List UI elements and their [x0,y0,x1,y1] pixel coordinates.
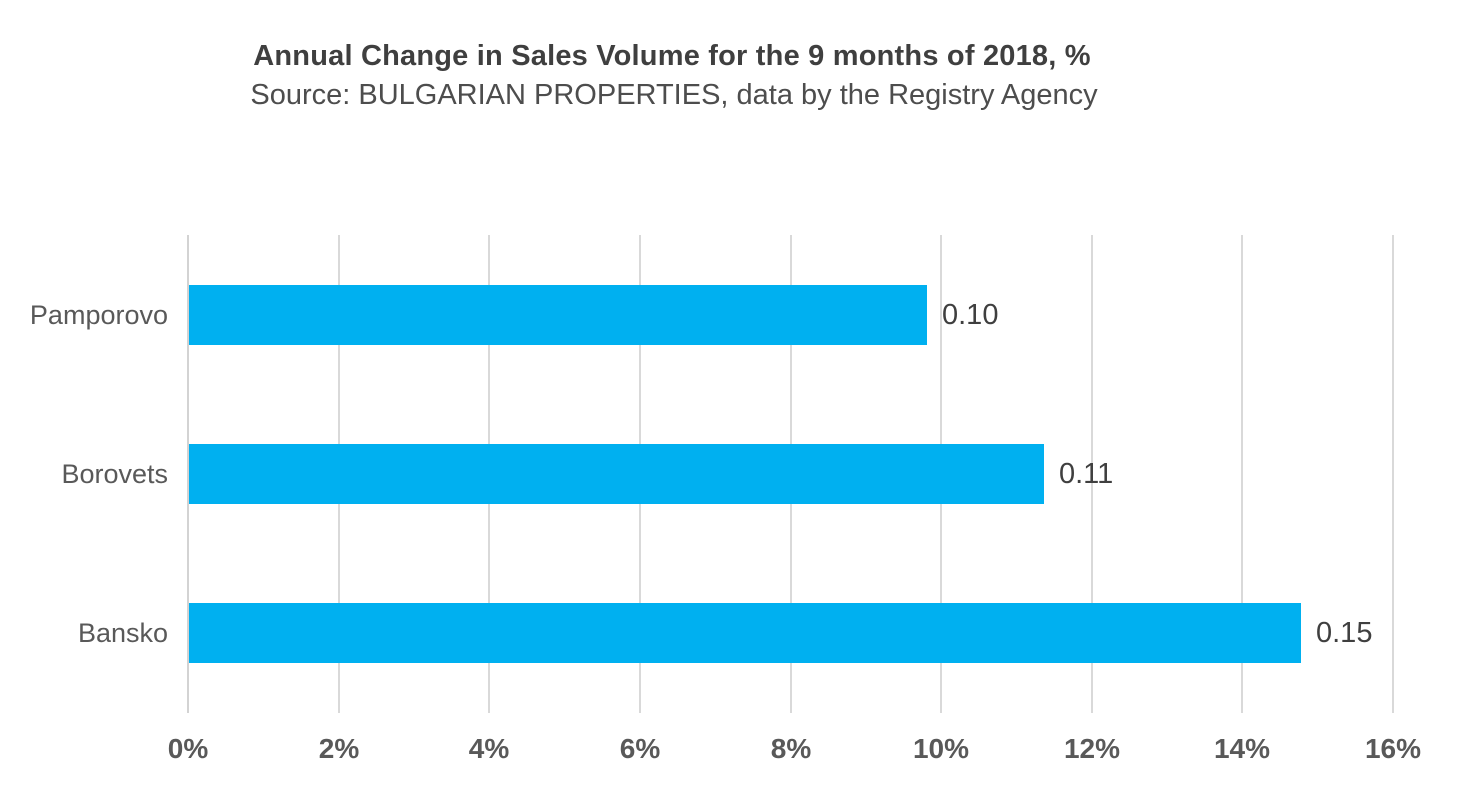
gridline [1392,235,1394,713]
bar-value-label: 0.10 [942,299,999,331]
category-label-pamporovo: Pamporovo [29,300,168,330]
axis-line [187,235,189,713]
bar-pamporovo [189,285,927,345]
tick-label-4%: 4% [468,733,510,764]
bar-borovets [189,444,1044,504]
bar-value-label: 0.15 [1316,617,1373,649]
tick-label-6%: 6% [619,733,661,764]
tick-label-12%: 12% [1063,733,1121,764]
tick-label-2%: 2% [318,733,360,764]
category-label-borovets: Borovets [61,459,168,489]
tick-label-0%: 0% [167,733,209,764]
bar-bansko [189,603,1301,663]
gridline [1090,235,1093,713]
category-label-bansko: Bansko [77,618,168,648]
gridline [1241,235,1244,713]
chart-subtitle: Source: BULGARIAN PROPERTIES, data by th… [250,79,1098,111]
tick-label-8%: 8% [770,733,812,764]
chart-title: Annual Change in Sales Volume for the 9 … [253,40,1091,72]
tick-label-14%: 14% [1213,733,1271,764]
tick-label-10%: 10% [912,733,970,764]
tick-label-16%: 16% [1364,733,1422,764]
bar-value-label: 0.11 [1059,458,1114,490]
